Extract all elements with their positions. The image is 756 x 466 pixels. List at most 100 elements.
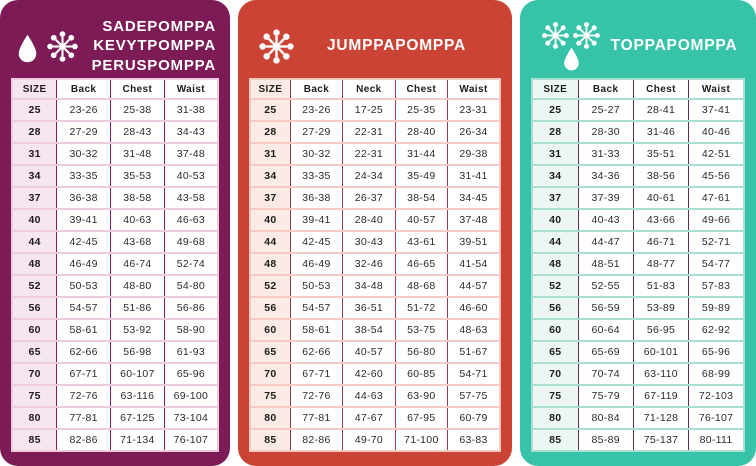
value-cell: 24-34 <box>342 164 396 188</box>
value-cell: 56-98 <box>110 340 165 364</box>
value-cell: 46-65 <box>394 252 448 276</box>
table-row: 85 85-89 75-137 80-111 <box>532 427 744 451</box>
value-cell: 63-116 <box>110 383 165 407</box>
table-row: 25 23-26 17-25 25-35 23-31 <box>250 98 500 122</box>
value-cell: 71-134 <box>110 427 165 451</box>
value-cell: 56-86 <box>163 296 218 320</box>
value-cell: 65-69 <box>577 340 634 364</box>
size-cell: 48 <box>532 252 579 276</box>
size-cell: 48 <box>250 252 291 276</box>
header-cell: SIZE <box>532 79 579 100</box>
table-row: 75 72-76 63-116 69-100 <box>12 383 218 407</box>
value-cell: 59-89 <box>688 296 744 320</box>
table-row: 40 39-41 40-63 46-63 <box>12 208 218 232</box>
value-cell: 77-81 <box>289 405 343 429</box>
size-cell: 37 <box>532 186 579 210</box>
table-row: 60 60-64 56-95 62-92 <box>532 318 744 342</box>
value-cell: 33-35 <box>289 164 343 188</box>
value-cell: 63-83 <box>447 427 500 451</box>
value-cell: 60-64 <box>577 318 634 342</box>
table-row: 28 27-29 22-31 28-40 26-34 <box>250 120 500 144</box>
size-cell: 44 <box>12 230 57 254</box>
value-cell: 32-46 <box>342 252 396 276</box>
card-title-line: TOPPAPOMPPA <box>610 36 738 54</box>
value-cell: 72-76 <box>56 383 111 407</box>
table-row: 80 80-84 71-128 76-107 <box>532 405 744 429</box>
value-cell: 38-54 <box>342 318 396 342</box>
table-header-row: SIZE Back Chest Waist <box>12 79 218 100</box>
value-cell: 41-54 <box>447 252 500 276</box>
table-row: 44 42-45 30-43 43-61 39-51 <box>250 230 500 254</box>
value-cell: 46-49 <box>289 252 343 276</box>
value-cell: 70-74 <box>577 362 634 385</box>
value-cell: 26-34 <box>447 120 500 144</box>
snowflake-icon <box>254 28 295 65</box>
header-cell: Neck <box>342 79 396 100</box>
value-cell: 42-45 <box>289 230 343 254</box>
value-cell: 82-86 <box>56 427 111 451</box>
value-cell: 46-63 <box>163 208 218 232</box>
value-cell: 58-61 <box>56 318 111 342</box>
value-cell: 43-61 <box>394 230 448 254</box>
value-cell: 48-68 <box>394 274 448 298</box>
size-cell: 34 <box>532 164 579 188</box>
card-title-line: JUMPPAPOMPPA <box>326 36 467 54</box>
value-cell: 28-40 <box>394 120 448 144</box>
table-header-row: SIZE Back Chest Waist <box>532 79 744 100</box>
header-cell: Back <box>56 79 111 100</box>
header-cell: Waist <box>688 79 744 100</box>
value-cell: 39-41 <box>56 208 111 232</box>
value-cell: 57-75 <box>447 383 500 407</box>
size-cell: 34 <box>250 164 291 188</box>
value-cell: 43-58 <box>163 186 218 210</box>
size-cell: 56 <box>532 296 579 320</box>
size-cell: 75 <box>532 383 579 407</box>
value-cell: 40-46 <box>688 120 744 144</box>
value-cell: 36-38 <box>56 186 111 210</box>
value-cell: 48-77 <box>632 252 689 276</box>
value-cell: 40-63 <box>110 208 165 232</box>
size-chart-card-sadepomppa: SADEPOMPPA KEVYTPOMPPA PERUSPOMPPA SIZE Bac… <box>0 0 230 466</box>
size-cell: 40 <box>532 208 579 232</box>
header-cell: Chest <box>110 79 165 100</box>
size-cell: 52 <box>12 274 57 298</box>
card-title: JUMPPAPOMPPA <box>295 37 498 56</box>
size-cell: 70 <box>12 362 57 385</box>
value-cell: 61-93 <box>163 340 218 364</box>
table-row: 40 40-43 43-66 49-66 <box>532 208 744 232</box>
value-cell: 22-31 <box>342 120 396 144</box>
value-cell: 38-56 <box>632 164 689 188</box>
value-cell: 48-63 <box>447 318 500 342</box>
size-table: SIZE Back Neck Chest Waist 25 23-26 17-25 25-35 2… <box>249 78 501 452</box>
table-row: 31 31-33 35-51 42-51 <box>532 142 744 166</box>
value-cell: 25-27 <box>577 98 634 122</box>
table-row: 34 33-35 24-34 35-49 31-41 <box>250 164 500 188</box>
value-cell: 67-119 <box>632 383 689 407</box>
value-cell: 68-99 <box>688 362 744 385</box>
value-cell: 47-67 <box>342 405 396 429</box>
value-cell: 51-72 <box>394 296 448 320</box>
value-cell: 80-111 <box>688 427 744 451</box>
value-cell: 40-61 <box>632 186 689 210</box>
card-header: SADEPOMPPA KEVYTPOMPPA PERUSPOMPPA <box>16 14 216 78</box>
value-cell: 37-41 <box>688 98 744 122</box>
size-cell: 34 <box>12 164 57 188</box>
card-header: JUMPPAPOMPPA <box>254 14 498 78</box>
size-cell: 65 <box>12 340 57 364</box>
value-cell: 42-60 <box>342 362 396 385</box>
table-header-row: SIZE Back Neck Chest Waist <box>250 79 500 100</box>
card-title-line: PERUSPOMPPA <box>91 56 216 74</box>
size-cell: 44 <box>250 230 291 254</box>
size-cell: 28 <box>532 120 579 144</box>
value-cell: 65-96 <box>688 340 744 364</box>
table-row: 37 36-38 38-58 43-58 <box>12 186 218 210</box>
value-cell: 52-74 <box>163 252 218 276</box>
value-cell: 60-79 <box>447 405 500 429</box>
size-cell: 60 <box>12 318 57 342</box>
table-row: 37 37-39 40-61 47-61 <box>532 186 744 210</box>
value-cell: 69-100 <box>163 383 218 407</box>
size-cell: 31 <box>250 142 291 166</box>
value-cell: 43-68 <box>110 230 165 254</box>
table-row: 28 28-30 31-46 40-46 <box>532 120 744 144</box>
value-cell: 50-53 <box>56 274 111 298</box>
